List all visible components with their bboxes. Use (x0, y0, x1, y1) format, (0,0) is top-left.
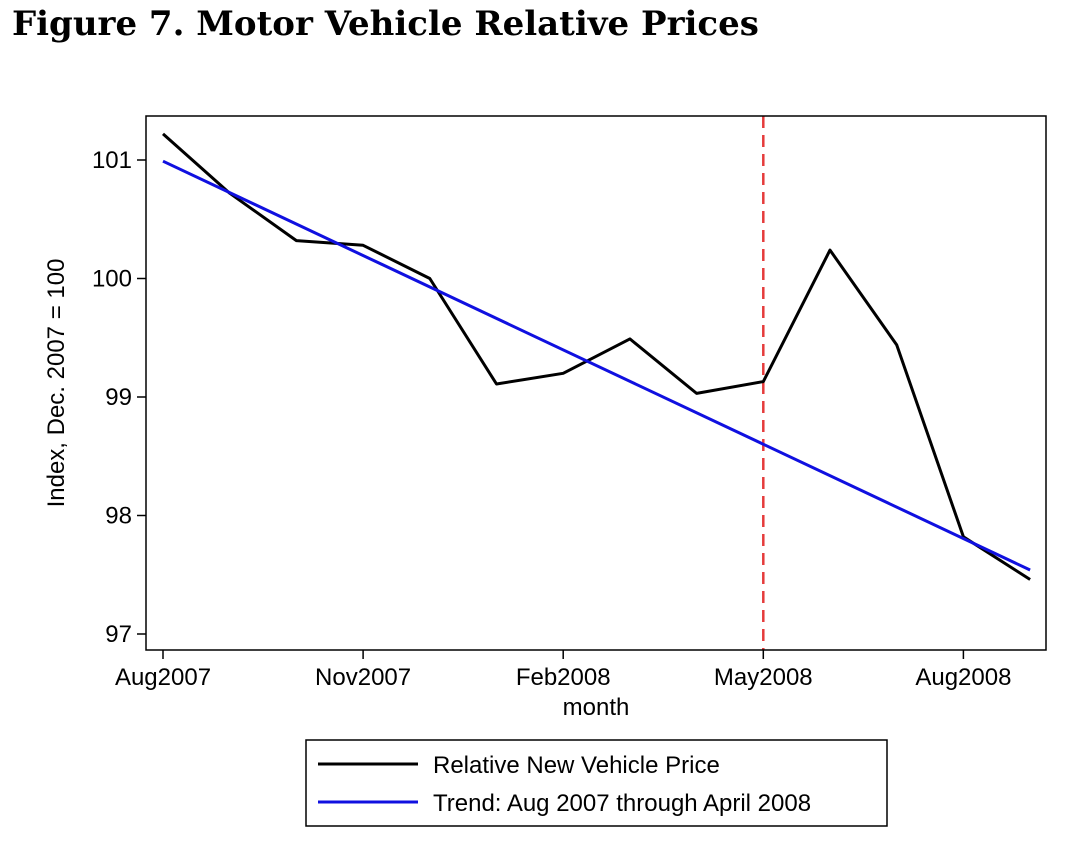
legend-label-trend: Trend: Aug 2007 through April 2008 (433, 790, 811, 817)
x-tick-label: Nov2007 (315, 664, 411, 691)
x-tick-label: Aug2008 (915, 664, 1011, 691)
x-tick-label: Aug2007 (115, 664, 211, 691)
y-tick-label: 97 (105, 621, 132, 648)
axes: 97 98 99 100 101 Aug2007 Nov2007 Feb2008 May2008… (92, 115, 1047, 691)
y-tick-label: 100 (92, 266, 132, 293)
y-tick-label: 99 (105, 384, 132, 411)
y-tick-label: 98 (105, 503, 132, 530)
y-tick-label: 101 (92, 147, 132, 174)
series-line-trend (162, 159, 1031, 572)
plot-area (162, 116, 1031, 650)
legend-box (305, 739, 888, 827)
figure-title: Figure 7. Motor Vehicle Relative Prices (12, 4, 759, 44)
legend-label-price: Relative New Vehicle Price (433, 752, 720, 779)
series-line-price (162, 132, 1031, 581)
plot-frame (145, 115, 1047, 651)
x-tick-label: May2008 (714, 664, 813, 691)
x-axis-label: month (563, 694, 630, 721)
x-tick-label: Feb2008 (516, 664, 611, 691)
y-axis-label: Index, Dec. 2007 = 100 (43, 259, 70, 508)
legend: Relative New Vehicle Price Trend: Aug 20… (305, 739, 888, 827)
